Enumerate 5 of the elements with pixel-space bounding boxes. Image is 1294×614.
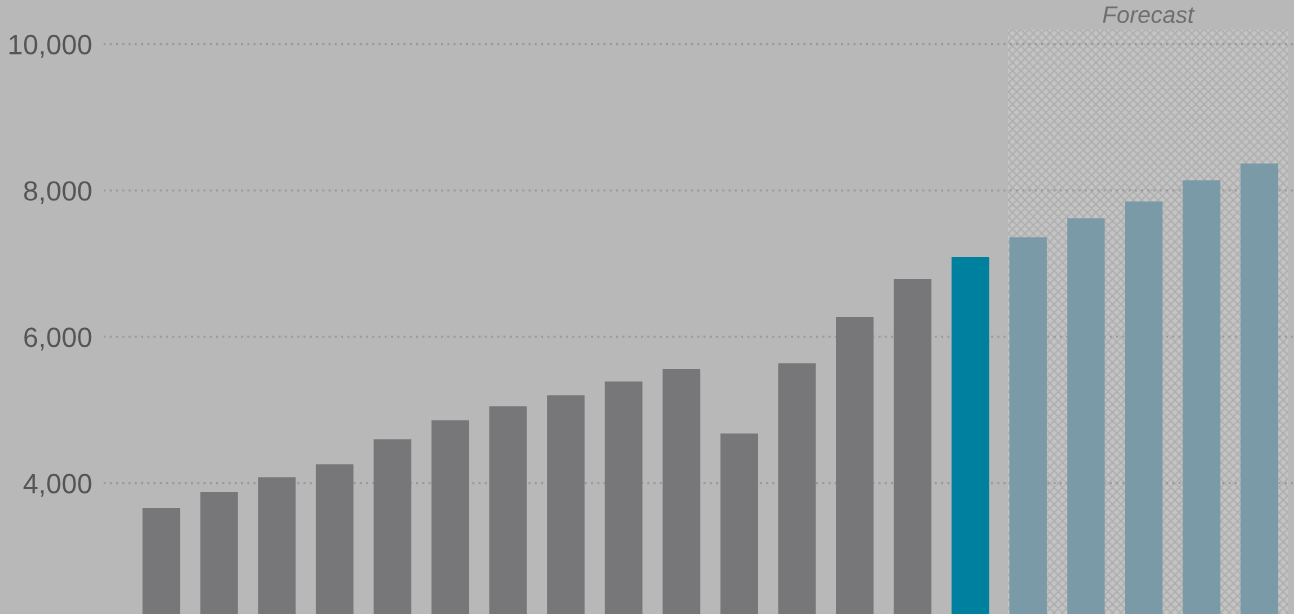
y-tick-label: 6,000: [24, 327, 92, 351]
text: Forecast: [1102, 6, 1195, 24]
y-tick-label: 10,000: [9, 34, 92, 58]
y-tick-label: 8,000: [24, 181, 92, 205]
y-tick-label: 4,000: [23, 473, 92, 497]
